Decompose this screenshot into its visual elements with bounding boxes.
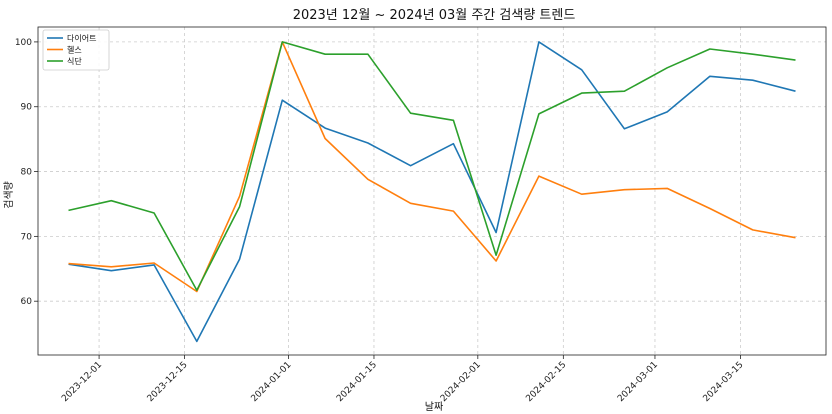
y-tick-label: 90 [21, 103, 33, 113]
y-axis-title: 검색량 [3, 181, 15, 209]
axis-ticks: 2023-12-01 2023-12-15 2024-01-01 2024-01-15… [15, 38, 746, 404]
series-line [68, 41, 796, 292]
legend-box [42, 29, 110, 71]
series-lines [68, 41, 796, 343]
x-tick-label: 2024-03-15 [702, 360, 746, 404]
grid-lines [38, 27, 826, 355]
x-tick-label: 2024-03-01 [616, 360, 660, 404]
x-tick-label: 2024-02-15 [524, 360, 568, 404]
x-tick-label: 2024-01-15 [335, 360, 379, 404]
x-tick-label: 2024-01-01 [250, 360, 294, 404]
series-line [68, 41, 796, 343]
chart-title: 2023년 12월 ~ 2024년 03월 주간 검색량 트렌드 [293, 8, 576, 23]
series-line [68, 41, 796, 293]
y-tick-label: 100 [15, 38, 32, 48]
plot-frame [37, 26, 827, 356]
y-tick-label: 70 [21, 232, 33, 242]
y-tick-label: 80 [21, 168, 33, 178]
x-tick-label: 2023-12-01 [60, 360, 104, 404]
x-tick-label: 2024-02-01 [439, 360, 483, 404]
y-tick-label: 60 [21, 297, 33, 307]
legend-label: 다이어트 [67, 33, 96, 43]
legend-label: 헬스 [67, 45, 82, 55]
x-axis-title: 날짜 [425, 401, 443, 413]
x-tick-label: 2023-12-15 [146, 360, 190, 404]
legend-label: 식단 [67, 56, 82, 66]
